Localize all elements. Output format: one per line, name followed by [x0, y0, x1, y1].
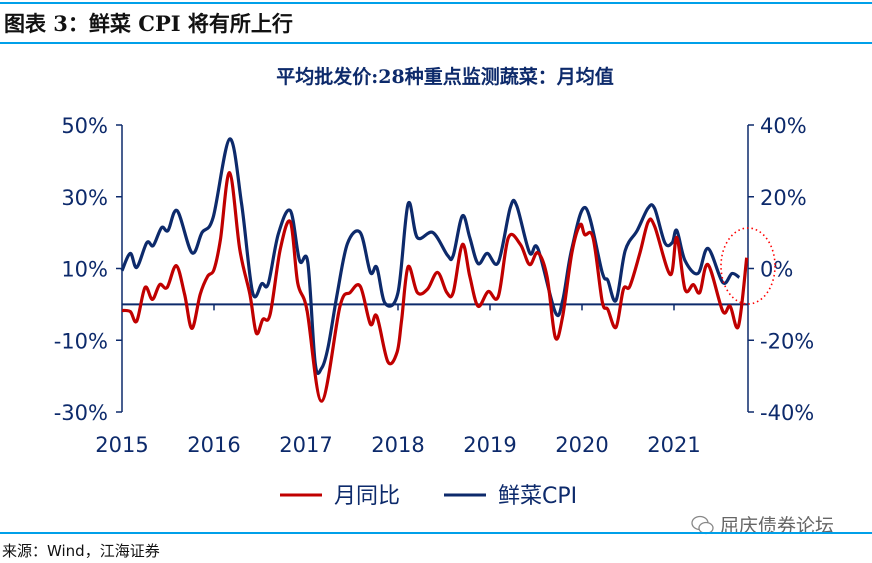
x-tick-label: 2019: [463, 433, 516, 457]
right-tick-label: -40%: [760, 401, 814, 425]
right-tick-label: 40%: [760, 114, 807, 138]
legend: 月同比 鲜菜CPI: [280, 484, 577, 509]
right-tick-label: 20%: [760, 186, 807, 210]
x-tick-label: 2021: [647, 433, 700, 457]
legend-label-yoy: 月同比: [334, 484, 400, 509]
x-tick-label: 2020: [555, 433, 608, 457]
bottom-rule: [0, 532, 872, 534]
wechat-icon: [691, 515, 714, 534]
left-tick-label: -10%: [54, 329, 108, 353]
chart: 平均批发价:28种重点监测蔬菜：月均值 50% 30% 10% -10% -30% 40%…: [54, 65, 815, 509]
x-tick-label: 2015: [95, 433, 148, 457]
left-tick-label: 50%: [61, 114, 108, 138]
x-tick-label: 2018: [371, 433, 424, 457]
right-tick-label: -20%: [760, 329, 814, 353]
series-line-yoy: [121, 171, 749, 403]
highlight-circle: [720, 227, 776, 305]
watermark-text: 屈庆债券论坛: [720, 515, 835, 537]
watermark: 屈庆债券论坛: [690, 511, 834, 538]
x-tick-label: 2016: [187, 433, 240, 457]
right-tick-label: 0%: [760, 258, 793, 282]
title-rule: [0, 42, 872, 44]
left-tick-label: 30%: [61, 186, 108, 210]
figure-title: 图表 3：鲜菜 CPI 将有所上行: [4, 11, 293, 36]
left-tick-label: -30%: [54, 401, 108, 425]
left-tick-label: 10%: [61, 258, 108, 282]
x-tick-label: 2017: [279, 433, 332, 457]
top-rule: [0, 2, 872, 4]
series-line-cpi: [120, 137, 741, 375]
source-note: 来源：Wind，江海证券: [2, 542, 160, 560]
legend-label-cpi: 鲜菜CPI: [498, 484, 577, 509]
chart-title: 平均批发价:28种重点监测蔬菜：月均值: [276, 65, 613, 88]
